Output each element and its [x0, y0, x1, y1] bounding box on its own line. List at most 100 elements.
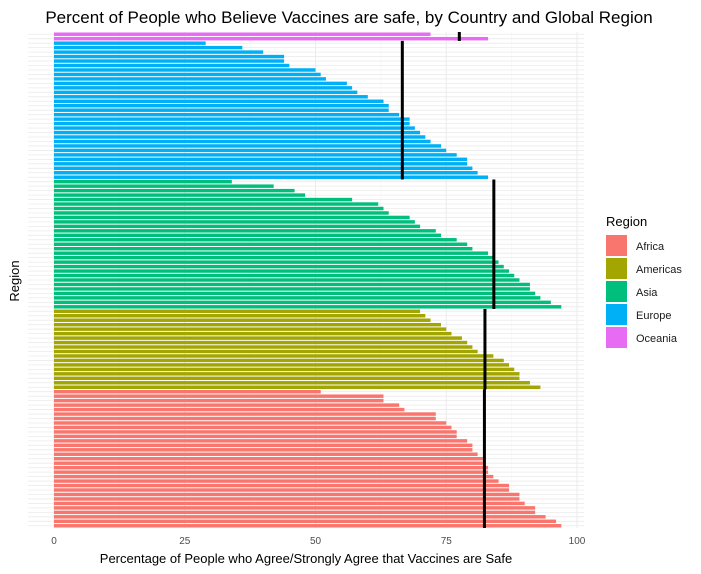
- bar-asia: [54, 224, 421, 229]
- bar-africa: [54, 461, 483, 465]
- chart-title: Percent of People who Believe Vaccines a…: [45, 8, 652, 27]
- bar-asia: [54, 188, 295, 193]
- bar-europe: [54, 144, 442, 148]
- bar-europe: [54, 103, 389, 108]
- bar-americas: [54, 372, 520, 376]
- bar-europe: [54, 139, 431, 144]
- bar-asia: [54, 193, 306, 197]
- bar-africa: [54, 497, 520, 501]
- bar-africa: [54, 398, 384, 403]
- bar-asia: [54, 251, 489, 255]
- bar-europe: [54, 157, 468, 162]
- bar-europe: [54, 54, 285, 59]
- bar-africa: [54, 524, 562, 528]
- bar-africa: [54, 425, 452, 430]
- bar-europe: [54, 121, 410, 126]
- bar-asia: [54, 291, 536, 296]
- bar-europe: [54, 81, 347, 86]
- bar-asia: [54, 238, 457, 242]
- bar-asia: [54, 305, 562, 309]
- bar-asia: [54, 296, 541, 300]
- bar-europe: [54, 41, 206, 45]
- bars: [54, 32, 562, 528]
- legend-label-asia: Asia: [636, 287, 658, 299]
- bar-africa: [54, 479, 499, 483]
- bar-africa: [54, 457, 483, 461]
- bar-americas: [54, 349, 478, 354]
- bar-americas: [54, 322, 442, 327]
- x-tick-label: 100: [569, 536, 586, 547]
- bar-africa: [54, 407, 405, 412]
- bar-americas: [54, 340, 468, 345]
- bar-africa: [54, 470, 489, 474]
- bar-europe: [54, 108, 389, 112]
- bar-africa: [54, 510, 536, 515]
- legend-swatch-asia: [606, 281, 627, 302]
- legend-items: Africa Americas Asia Europe Oceania: [606, 235, 682, 348]
- bar-americas: [54, 318, 431, 322]
- bar-africa: [54, 519, 557, 524]
- bar-europe: [54, 112, 400, 117]
- bar-americas: [54, 367, 515, 372]
- bar-africa: [54, 443, 473, 448]
- x-axis-title: Percentage of People who Agree/Strongly …: [100, 551, 512, 566]
- legend-swatch-americas: [606, 258, 627, 279]
- legend-title: Region: [606, 214, 647, 229]
- legend-label-oceania: Oceania: [636, 333, 678, 345]
- x-tick-label: 75: [441, 536, 453, 547]
- bar-africa: [54, 492, 520, 497]
- bar-europe: [54, 162, 468, 166]
- bar-asia: [54, 211, 389, 215]
- y-axis-title: Region: [7, 260, 22, 301]
- bar-europe: [54, 68, 316, 72]
- bar-africa: [54, 506, 536, 510]
- bar-asia: [54, 264, 504, 269]
- bar-asia: [54, 202, 379, 206]
- bar-europe: [54, 86, 353, 90]
- bar-europe: [54, 148, 447, 153]
- bar-europe: [54, 90, 358, 95]
- bar-africa: [54, 501, 525, 506]
- bar-americas: [54, 331, 452, 336]
- x-tick-label: 25: [179, 536, 191, 547]
- bar-africa: [54, 394, 384, 398]
- bar-asia: [54, 282, 530, 287]
- bar-oceania: [54, 32, 431, 36]
- legend-swatch-africa: [606, 235, 627, 256]
- bar-asia: [54, 197, 353, 202]
- legend: Region Africa Americas Asia Europe Oceania: [606, 214, 682, 348]
- bar-europe: [54, 171, 478, 175]
- bar-asia: [54, 260, 499, 264]
- bar-europe: [54, 117, 410, 121]
- bar-europe: [54, 45, 243, 50]
- bar-asia: [54, 179, 232, 184]
- bar-americas: [54, 358, 504, 363]
- bar-americas: [54, 314, 426, 318]
- bar-americas: [54, 354, 494, 358]
- legend-label-europe: Europe: [636, 310, 671, 322]
- bar-africa: [54, 434, 457, 439]
- legend-label-africa: Africa: [636, 241, 665, 253]
- legend-label-americas: Americas: [636, 264, 682, 276]
- bar-americas: [54, 381, 530, 385]
- x-tick-label: 0: [51, 536, 57, 547]
- bar-europe: [54, 50, 264, 54]
- bar-asia: [54, 246, 473, 251]
- bar-asia: [54, 233, 442, 238]
- bar-asia: [54, 300, 551, 305]
- bar-americas: [54, 363, 510, 367]
- bar-americas: [54, 345, 473, 349]
- bar-asia: [54, 206, 384, 211]
- bar-americas: [54, 327, 447, 331]
- legend-swatch-oceania: [606, 327, 627, 348]
- bar-europe: [54, 63, 290, 68]
- bar-europe: [54, 153, 457, 157]
- bar-africa: [54, 474, 494, 479]
- bar-asia: [54, 215, 410, 220]
- bar-americas: [54, 385, 541, 389]
- bar-oceania: [54, 36, 489, 41]
- bar-africa: [54, 439, 468, 443]
- bar-africa: [54, 430, 457, 434]
- bar-africa: [54, 421, 447, 425]
